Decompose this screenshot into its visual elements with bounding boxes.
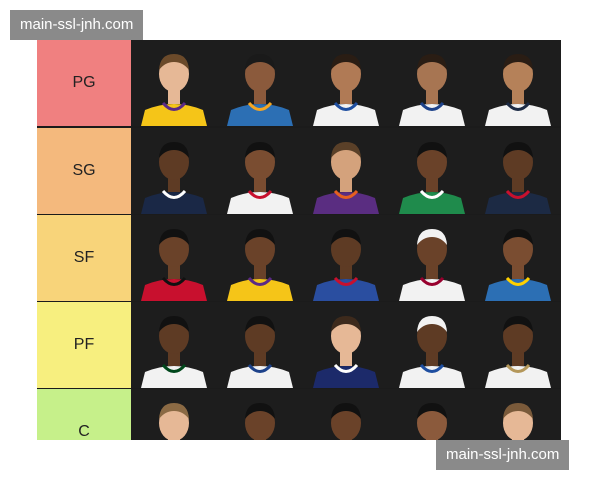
player-portrait <box>389 128 475 214</box>
player-card[interactable] <box>475 389 561 440</box>
tier-list-board: PG SG SF PF <box>37 40 561 440</box>
player-card[interactable] <box>303 389 389 440</box>
player-portrait <box>131 215 217 301</box>
player-card[interactable] <box>303 128 389 214</box>
player-card[interactable] <box>131 215 217 301</box>
player-card[interactable] <box>475 302 561 388</box>
player-portrait <box>475 302 561 388</box>
player-card[interactable] <box>217 215 303 301</box>
watermark-top: main-ssl-jnh.com <box>10 10 144 40</box>
tier-row-pf: PF <box>37 302 561 388</box>
tier-row-pg: PG <box>37 40 561 126</box>
tier-row-c: C <box>37 389 561 440</box>
player-card[interactable] <box>389 302 475 388</box>
player-card[interactable] <box>131 128 217 214</box>
tier-row-sg: SG <box>37 128 561 214</box>
player-portrait <box>303 389 389 440</box>
player-portrait <box>303 302 389 388</box>
player-portrait <box>389 302 475 388</box>
tier-label-sf: SF <box>37 215 131 301</box>
player-card[interactable] <box>475 215 561 301</box>
player-portrait <box>217 302 303 388</box>
tier-row-sf: SF <box>37 215 561 301</box>
player-portrait <box>389 389 475 440</box>
player-card[interactable] <box>389 215 475 301</box>
player-portrait <box>217 40 303 126</box>
tier-players-sf <box>131 215 561 301</box>
player-card[interactable] <box>217 302 303 388</box>
player-card[interactable] <box>303 40 389 126</box>
player-portrait <box>475 40 561 126</box>
player-card[interactable] <box>217 128 303 214</box>
player-card[interactable] <box>131 40 217 126</box>
player-card[interactable] <box>303 302 389 388</box>
player-card[interactable] <box>389 389 475 440</box>
player-portrait <box>131 302 217 388</box>
player-card[interactable] <box>389 128 475 214</box>
player-card[interactable] <box>131 302 217 388</box>
player-card[interactable] <box>217 40 303 126</box>
player-portrait <box>303 215 389 301</box>
tier-players-pf <box>131 302 561 388</box>
player-portrait <box>217 389 303 440</box>
player-portrait <box>389 40 475 126</box>
tier-players-c <box>131 389 561 440</box>
player-portrait <box>131 40 217 126</box>
player-portrait <box>389 215 475 301</box>
tier-players-pg <box>131 40 561 126</box>
player-portrait <box>131 128 217 214</box>
player-portrait <box>217 128 303 214</box>
tier-label-sg: SG <box>37 128 131 214</box>
tier-label-pf: PF <box>37 302 131 388</box>
player-card[interactable] <box>217 389 303 440</box>
player-card[interactable] <box>475 40 561 126</box>
tier-label-c: C <box>37 389 131 440</box>
player-portrait <box>475 389 561 440</box>
player-portrait <box>475 215 561 301</box>
player-portrait <box>303 40 389 126</box>
player-portrait <box>303 128 389 214</box>
tier-players-sg <box>131 128 561 214</box>
player-portrait <box>217 215 303 301</box>
player-portrait <box>475 128 561 214</box>
watermark-bottom: main-ssl-jnh.com <box>436 440 570 470</box>
player-card[interactable] <box>131 389 217 440</box>
player-portrait <box>131 389 217 440</box>
tier-label-pg: PG <box>37 40 131 126</box>
player-card[interactable] <box>475 128 561 214</box>
player-card[interactable] <box>303 215 389 301</box>
player-card[interactable] <box>389 40 475 126</box>
